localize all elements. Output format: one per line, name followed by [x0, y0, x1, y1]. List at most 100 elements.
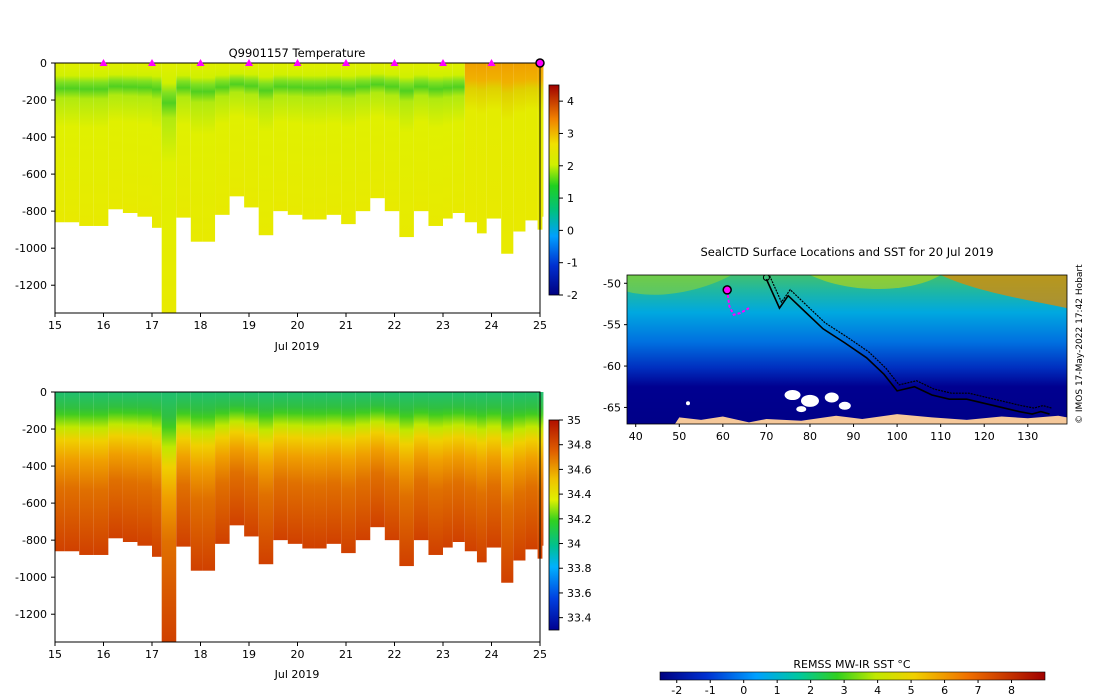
x-tick-label: 24 — [485, 319, 499, 332]
profile-column — [215, 392, 230, 544]
profile-column — [202, 392, 216, 571]
profile-column — [341, 63, 356, 225]
profile-column — [202, 63, 216, 242]
surface-marker — [148, 59, 156, 66]
colorbar-tick-label: 33.4 — [567, 612, 592, 625]
profile-column — [399, 392, 414, 567]
map-frame — [626, 274, 1068, 425]
y-tick-label: 0 — [40, 57, 47, 70]
y-tick-label: -1000 — [15, 571, 47, 584]
x-tick-label: 25 — [533, 319, 547, 332]
profile-column — [525, 63, 538, 221]
colorbar-tick-label: 1 — [567, 192, 574, 205]
profile-column — [413, 392, 429, 541]
y-tick-label: -600 — [22, 497, 47, 510]
x-tick-label: 25 — [533, 648, 547, 661]
x-tick-label: 17 — [145, 648, 159, 661]
y-tick-label: -1000 — [15, 242, 47, 255]
profile-column — [341, 392, 356, 554]
profile-column — [287, 392, 303, 544]
profile-column — [152, 63, 162, 228]
y-tick-label: -65 — [603, 401, 621, 414]
x-tick-label: 40 — [629, 430, 643, 443]
profile-column — [273, 63, 288, 212]
no-data-patch — [796, 406, 807, 413]
x-tick-label: 21 — [339, 319, 353, 332]
sst-colorbar-tick-label: 6 — [941, 684, 948, 697]
x-tick-label: 60 — [716, 430, 730, 443]
surface-marker — [293, 59, 302, 66]
profile-column — [152, 392, 162, 557]
colorbar-tick-label: 3 — [567, 127, 574, 140]
profile-column — [525, 392, 538, 550]
x-tick-label: 19 — [242, 648, 256, 661]
profile-column — [370, 392, 385, 528]
credit-text: © IMOS 17-May-2022 17:42 Hobart — [1075, 264, 1085, 424]
seal-track — [768, 275, 1052, 409]
profile-column — [413, 63, 429, 212]
colorbar-tick-label: -1 — [567, 257, 578, 270]
profile-column — [452, 63, 465, 213]
no-data-patch — [824, 392, 839, 403]
x-tick-label: 100 — [887, 430, 908, 443]
x-tick-label: 16 — [97, 319, 111, 332]
colorbar-tick-label: 35 — [567, 414, 581, 427]
profile-column — [122, 392, 138, 542]
colorbar-tick-label: 4 — [567, 95, 574, 108]
profile-column — [428, 63, 443, 226]
profile-column — [93, 392, 109, 555]
profile-column — [64, 63, 80, 223]
y-tick-label: -200 — [22, 94, 47, 107]
x-tick-label: 22 — [388, 319, 402, 332]
surface-marker — [245, 59, 253, 66]
x-tick-label: 20 — [291, 319, 305, 332]
sst-colorbar-tick-label: 4 — [874, 684, 881, 697]
no-data-patch — [784, 390, 801, 401]
profile-column — [302, 392, 315, 549]
x-tick-label: 23 — [436, 319, 450, 332]
x-tick-label: 15 — [48, 648, 62, 661]
sst-colorbar-tick-label: -2 — [671, 684, 682, 697]
salinity-xlabel: Jul 2019 — [274, 668, 320, 681]
profile-column — [229, 63, 245, 197]
colorbar — [548, 419, 560, 631]
profile-column — [486, 63, 502, 219]
x-tick-label: 16 — [97, 648, 111, 661]
x-tick-label: 18 — [194, 648, 208, 661]
profile-column — [176, 392, 191, 547]
x-tick-label: 22 — [388, 648, 402, 661]
profile-column — [176, 63, 191, 218]
x-tick-label: 20 — [291, 648, 305, 661]
sst-colorbar-tick-label: 7 — [975, 684, 982, 697]
surface-marker — [487, 59, 496, 66]
seal-track — [765, 278, 1050, 415]
profile-column — [464, 392, 477, 552]
y-tick-label: -400 — [22, 131, 47, 144]
profile-column — [443, 392, 453, 548]
profile-column — [244, 63, 259, 208]
salinity-panel: 15 16 17 18 19 20 21 22 23 24 25 0 -200 -400 -600 -800 -… — [15, 386, 591, 661]
x-tick-label: 21 — [339, 648, 353, 661]
y-tick-label: -800 — [22, 205, 47, 218]
colorbar-tick-label: 34.8 — [567, 439, 592, 452]
profile-column — [542, 63, 544, 217]
colorbar-tick-label: 33.6 — [567, 587, 592, 600]
x-tick-label: 19 — [242, 319, 256, 332]
profile-column — [326, 392, 342, 544]
profile-column — [79, 63, 94, 226]
recent-track — [726, 289, 750, 316]
profile-column — [513, 392, 526, 561]
x-tick-label: 23 — [436, 648, 450, 661]
profile-column — [501, 392, 514, 583]
x-tick-label: 24 — [485, 648, 499, 661]
profile-column — [355, 63, 371, 212]
last-profile-marker — [535, 58, 545, 68]
profile-column — [486, 392, 502, 548]
sst-colorbar-tick-label: 1 — [774, 684, 781, 697]
profile-column — [314, 392, 327, 549]
sst-colorbar-tick-label: -1 — [705, 684, 716, 697]
profile-column — [190, 392, 203, 571]
profile-column — [464, 63, 477, 223]
profile-column — [64, 392, 80, 552]
profile-column — [452, 392, 465, 542]
